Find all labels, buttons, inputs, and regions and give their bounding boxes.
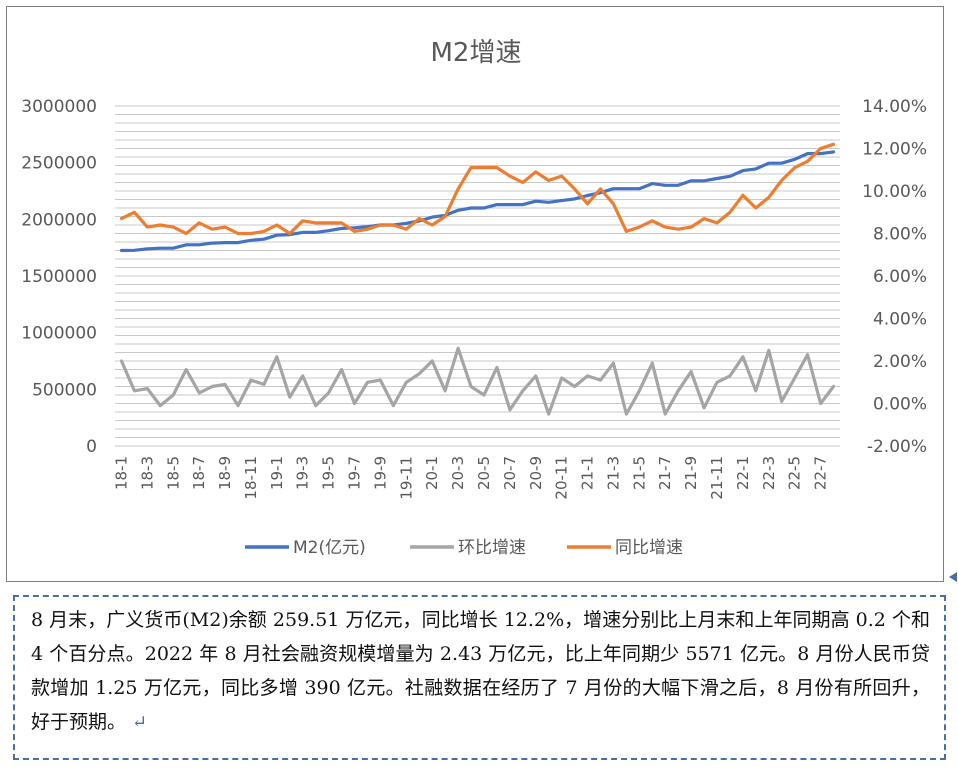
left-axis-tick-label: 3000000 [21, 97, 97, 117]
left-axis-tick-label: 0 [86, 437, 97, 457]
series-line-2 [119, 142, 836, 236]
right-axis-tick-label: 6.00% [873, 267, 927, 287]
x-axis-tick-label: 19-9 [371, 456, 389, 490]
chart-svg: M2增速 0 500000 1000000 1500000 2000000 2500000… [21, 38, 927, 558]
x-axis-tick-label: 19-7 [346, 456, 364, 490]
x-axis-tick-label: 21-5 [630, 456, 648, 490]
right-axis-ticks: -2.00% 0.00% 2.00% 4.00% 6.00% 8.00% 10.00% 12.… [862, 97, 927, 457]
chart-frame: M2增速 0 500000 1000000 1500000 2000000 2500000… [6, 6, 944, 582]
x-axis-tick-label: 18-1 [112, 456, 130, 490]
x-axis-tick-label: 20-5 [475, 456, 493, 490]
legend-label: 同比增速 [615, 538, 683, 558]
x-axis-tick-label: 19-3 [294, 456, 312, 490]
series-layer [119, 142, 836, 416]
x-axis-tick-label: 22-7 [812, 456, 830, 490]
right-axis-tick-label: -2.00% [867, 437, 927, 457]
right-axis-tick-label: 4.00% [873, 310, 927, 330]
x-axis-tick-label: 18-3 [138, 456, 156, 490]
x-axis-tick-label: 19-1 [268, 456, 286, 490]
left-axis-tick-label: 2000000 [21, 210, 97, 230]
right-axis-tick-label: 0.00% [873, 395, 927, 415]
x-axis-tick-label: 18-7 [190, 456, 208, 490]
x-axis-tick-label: 18-11 [242, 456, 260, 500]
x-axis-tick-label: 20-3 [449, 456, 467, 490]
left-axis-tick-label: 2500000 [21, 154, 97, 174]
x-axis-tick-label: 19-5 [320, 456, 338, 490]
x-axis-tick-label: 21-1 [579, 456, 597, 490]
paragraph-return-icon: ↵ [132, 712, 148, 733]
right-axis-tick-label: 2.00% [873, 352, 927, 372]
x-axis-tick-label: 21-9 [682, 456, 700, 490]
x-axis-tick-label: 21-11 [708, 456, 726, 500]
x-axis-tick-label: 21-3 [604, 456, 622, 490]
left-axis-tick-label: 1000000 [21, 324, 97, 344]
legend-label: 环比增速 [458, 538, 526, 558]
x-axis-tick-label: 20-11 [553, 456, 571, 500]
anchor-marker [949, 572, 957, 582]
left-axis-ticks: 0 500000 1000000 1500000 2000000 2500000 30000… [21, 97, 97, 457]
right-axis-tick-label: 10.00% [862, 182, 927, 202]
legend-label: M2(亿元) [293, 538, 366, 558]
grid-layer [115, 105, 840, 447]
x-axis-tick-label: 22-3 [760, 456, 778, 490]
x-axis-tick-label: 20-7 [501, 456, 519, 490]
right-axis-tick-label: 14.00% [862, 97, 927, 117]
left-axis-tick-label: 500000 [32, 380, 97, 400]
series-line-0 [119, 150, 836, 253]
series-line-1 [119, 346, 836, 416]
x-axis-tick-label: 22-1 [734, 456, 752, 490]
left-axis-tick-label: 1500000 [21, 267, 97, 287]
chart-title: M2增速 [431, 38, 522, 68]
x-axis-tick-label: 19-11 [397, 456, 415, 500]
summary-paragraph: 8 月末，广义货币(M2)余额 259.51 万亿元，同比增长 12.2%，增速… [31, 603, 930, 740]
x-axis-ticks: 18-1 18-3 18-5 18-7 18-9 18-11 19-1 19-3 19-5 19-… [112, 456, 829, 500]
x-axis-tick-label: 18-9 [216, 456, 234, 490]
x-axis-tick-label: 22-5 [786, 456, 804, 490]
legend: M2(亿元) 环比增速 同比增速 [245, 538, 683, 558]
x-axis-tick-label: 20-1 [423, 456, 441, 490]
right-axis-tick-label: 12.00% [862, 140, 927, 160]
x-axis-tick-label: 18-5 [164, 456, 182, 490]
x-axis-tick-label: 20-9 [527, 456, 545, 490]
summary-text: 8 月末，广义货币(M2)余额 259.51 万亿元，同比增长 12.2%，增速… [31, 609, 930, 733]
right-axis-tick-label: 8.00% [873, 225, 927, 245]
x-axis-tick-label: 21-7 [656, 456, 674, 490]
summary-text-box[interactable]: 8 月末，广义货币(M2)余额 259.51 万亿元，同比增长 12.2%，增速… [13, 595, 946, 760]
